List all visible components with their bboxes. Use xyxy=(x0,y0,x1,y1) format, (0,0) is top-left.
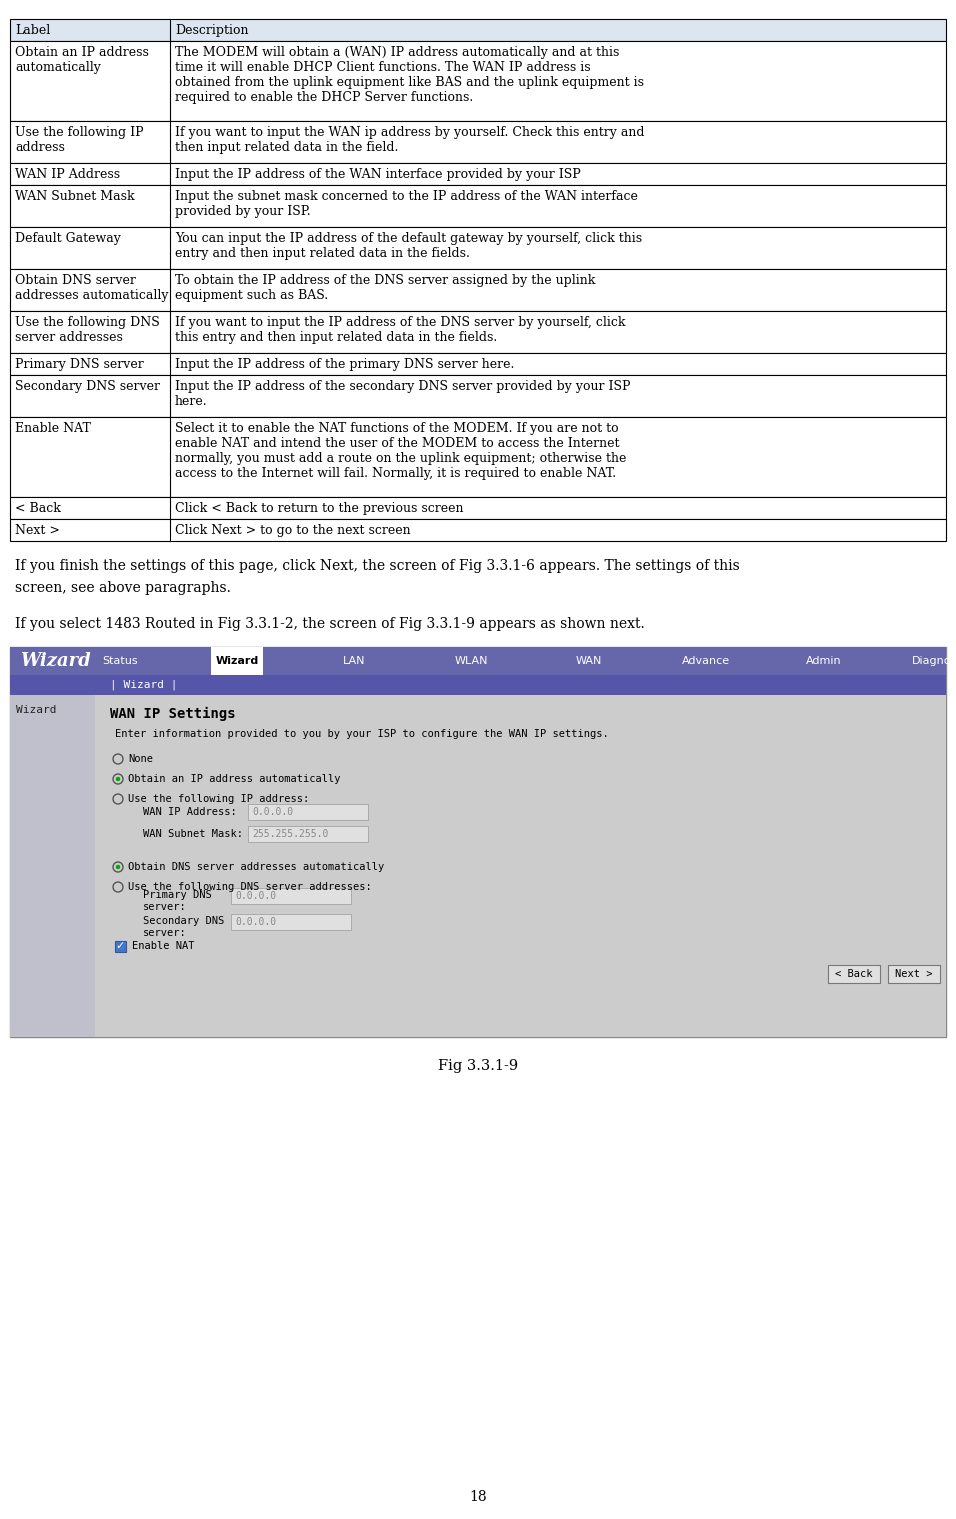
Text: Use the following DNS
server addresses: Use the following DNS server addresses xyxy=(15,316,160,343)
Text: WAN Subnet Mask: WAN Subnet Mask xyxy=(15,190,135,204)
Text: < Back: < Back xyxy=(836,969,873,980)
Text: Input the IP address of the WAN interface provided by your ISP: Input the IP address of the WAN interfac… xyxy=(175,169,580,181)
Bar xyxy=(10,375,946,418)
Text: Next >: Next > xyxy=(895,969,933,980)
Bar xyxy=(888,965,940,983)
Text: screen, see above paragraphs.: screen, see above paragraphs. xyxy=(15,580,231,595)
Text: Enter information provided to you by your ISP to configure the WAN IP settings.: Enter information provided to you by you… xyxy=(115,729,609,740)
Text: 255.255.255.0: 255.255.255.0 xyxy=(252,829,328,838)
Text: To obtain the IP address of the DNS server assigned by the uplink
equipment such: To obtain the IP address of the DNS serv… xyxy=(175,273,596,302)
Bar xyxy=(248,804,368,820)
Bar xyxy=(10,352,946,375)
Bar xyxy=(95,696,946,1037)
Text: If you select 1483 Routed in Fig 3.3.1-2, the screen of Fig 3.3.1-9 appears as s: If you select 1483 Routed in Fig 3.3.1-2… xyxy=(15,617,644,630)
Bar xyxy=(211,647,263,674)
Bar xyxy=(10,20,946,41)
Text: Diagnostic: Diagnostic xyxy=(912,656,956,665)
Text: Obtain an IP address
automatically: Obtain an IP address automatically xyxy=(15,46,149,74)
Bar xyxy=(10,41,946,122)
Bar xyxy=(10,696,95,1037)
Text: If you want to input the WAN ip address by yourself. Check this entry and
then i: If you want to input the WAN ip address … xyxy=(175,126,644,153)
Text: Next >: Next > xyxy=(15,524,60,538)
Bar xyxy=(10,311,946,352)
Text: Default Gateway: Default Gateway xyxy=(15,232,120,245)
Text: WAN IP Address: WAN IP Address xyxy=(15,169,120,181)
Text: < Back: < Back xyxy=(15,501,61,515)
Text: Description: Description xyxy=(175,24,249,36)
Text: Primary DNS server: Primary DNS server xyxy=(15,358,143,371)
Text: Use the following IP
address: Use the following IP address xyxy=(15,126,143,153)
Text: Wizard: Wizard xyxy=(16,705,56,715)
Text: Use the following IP address:: Use the following IP address: xyxy=(128,794,309,804)
Text: Input the IP address of the secondary DNS server provided by your ISP
here.: Input the IP address of the secondary DN… xyxy=(175,380,631,409)
Bar xyxy=(231,889,351,904)
Text: Enable NAT: Enable NAT xyxy=(132,940,194,951)
Text: | Wizard |: | Wizard | xyxy=(110,679,178,690)
Text: Use the following DNS server addresses:: Use the following DNS server addresses: xyxy=(128,883,372,892)
Text: Wizard: Wizard xyxy=(20,652,91,670)
Text: WLAN: WLAN xyxy=(455,656,489,665)
Circle shape xyxy=(116,864,120,869)
Text: Obtain an IP address automatically: Obtain an IP address automatically xyxy=(128,775,340,784)
Text: Secondary DNS server: Secondary DNS server xyxy=(15,380,160,393)
Text: WAN IP Settings: WAN IP Settings xyxy=(110,706,235,722)
Text: WAN: WAN xyxy=(576,656,602,665)
Text: 0.0.0.0: 0.0.0.0 xyxy=(252,807,293,817)
Bar xyxy=(828,965,880,983)
Text: 0.0.0.0: 0.0.0.0 xyxy=(235,917,276,927)
Text: Advance: Advance xyxy=(683,656,730,665)
Text: WAN Subnet Mask:: WAN Subnet Mask: xyxy=(143,829,243,838)
Text: WAN IP Address:: WAN IP Address: xyxy=(143,807,237,817)
Bar xyxy=(10,647,946,674)
Bar xyxy=(10,647,946,1037)
Text: ✓: ✓ xyxy=(116,940,125,951)
Text: 18: 18 xyxy=(469,1490,487,1504)
Bar xyxy=(10,418,946,497)
Text: Secondary DNS
server:: Secondary DNS server: xyxy=(143,916,225,937)
Text: Status: Status xyxy=(102,656,138,665)
Text: Enable NAT: Enable NAT xyxy=(15,422,91,434)
Text: LAN: LAN xyxy=(343,656,366,665)
Text: Primary DNS
server:: Primary DNS server: xyxy=(143,890,211,911)
Bar xyxy=(10,122,946,163)
Bar xyxy=(10,269,946,311)
Bar xyxy=(10,674,946,696)
Text: Select it to enable the NAT functions of the MODEM. If you are not to
enable NAT: Select it to enable the NAT functions of… xyxy=(175,422,626,480)
Bar xyxy=(115,940,126,951)
Text: Admin: Admin xyxy=(806,656,841,665)
Bar xyxy=(10,226,946,269)
Text: If you want to input the IP address of the DNS server by yourself, click
this en: If you want to input the IP address of t… xyxy=(175,316,625,343)
Text: The MODEM will obtain a (WAN) IP address automatically and at this
time it will : The MODEM will obtain a (WAN) IP address… xyxy=(175,46,644,103)
Bar xyxy=(10,519,946,541)
Circle shape xyxy=(116,776,120,781)
Text: None: None xyxy=(128,753,153,764)
Text: Obtain DNS server addresses automatically: Obtain DNS server addresses automaticall… xyxy=(128,861,384,872)
Text: Obtain DNS server
addresses automatically: Obtain DNS server addresses automaticall… xyxy=(15,273,168,302)
Text: Wizard: Wizard xyxy=(216,656,259,665)
Bar xyxy=(231,914,351,930)
Text: Click Next > to go to the next screen: Click Next > to go to the next screen xyxy=(175,524,411,538)
Text: You can input the IP address of the default gateway by yourself, click this
entr: You can input the IP address of the defa… xyxy=(175,232,642,260)
Text: Input the IP address of the primary DNS server here.: Input the IP address of the primary DNS … xyxy=(175,358,514,371)
Text: Input the subnet mask concerned to the IP address of the WAN interface
provided : Input the subnet mask concerned to the I… xyxy=(175,190,638,219)
Bar xyxy=(10,163,946,185)
Text: If you finish the settings of this page, click Next, the screen of Fig 3.3.1-6 a: If you finish the settings of this page,… xyxy=(15,559,740,573)
Text: Fig 3.3.1-9: Fig 3.3.1-9 xyxy=(438,1059,518,1072)
Bar xyxy=(10,185,946,226)
Text: 0.0.0.0: 0.0.0.0 xyxy=(235,892,276,901)
Text: Label: Label xyxy=(15,24,51,36)
Bar xyxy=(10,497,946,519)
Text: Click < Back to return to the previous screen: Click < Back to return to the previous s… xyxy=(175,501,464,515)
Bar xyxy=(248,826,368,842)
